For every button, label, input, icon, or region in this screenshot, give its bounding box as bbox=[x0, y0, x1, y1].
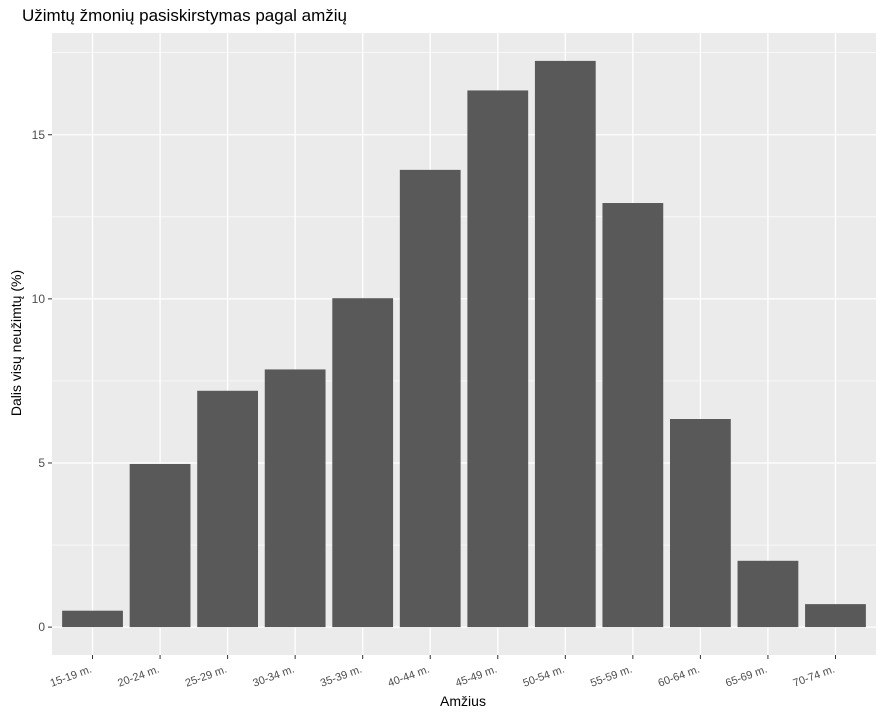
bar-50-54-m bbox=[534, 60, 596, 628]
bar-25-29-m bbox=[197, 390, 258, 628]
x-axis-label: Amžius bbox=[440, 693, 486, 709]
bar-45-49-m bbox=[467, 90, 529, 628]
x-tick-label: 30-34 m. bbox=[251, 664, 296, 690]
x-tick-label: 55-59 m. bbox=[589, 664, 634, 690]
x-tick-label: 25-29 m. bbox=[184, 664, 229, 690]
bar-55-59-m bbox=[602, 203, 664, 628]
bar-70-74-m bbox=[805, 604, 866, 628]
x-tick-label: 65-69 m. bbox=[724, 664, 769, 690]
bar-20-24-m bbox=[129, 463, 191, 628]
bar-40-44-m bbox=[399, 169, 461, 628]
y-tick-label: 10 bbox=[32, 292, 46, 306]
y-tick-label: 0 bbox=[38, 620, 45, 634]
y-tick-label: 5 bbox=[38, 456, 45, 470]
bar-35-39-m bbox=[332, 298, 394, 628]
chart-title: Užimtų žmonių pasiskirstymas pagal amžių bbox=[22, 6, 347, 25]
bar-65-69-m bbox=[737, 560, 799, 628]
x-tick-label: 45-49 m. bbox=[454, 664, 499, 690]
x-tick-label: 20-24 m. bbox=[116, 664, 161, 690]
x-tick-label: 15-19 m. bbox=[49, 664, 94, 690]
x-tick-label: 60-64 m. bbox=[657, 664, 702, 690]
bar-60-64-m bbox=[670, 419, 731, 628]
x-tick-label: 50-54 m. bbox=[521, 664, 566, 690]
x-tick-label: 40-44 m. bbox=[386, 664, 431, 690]
bar-30-34-m bbox=[264, 369, 326, 628]
x-tick-label: 35-39 m. bbox=[319, 664, 364, 690]
y-tick-label: 15 bbox=[32, 128, 46, 142]
x-tick-label: 70-74 m. bbox=[792, 664, 837, 690]
bar-15-19-m bbox=[62, 610, 123, 628]
